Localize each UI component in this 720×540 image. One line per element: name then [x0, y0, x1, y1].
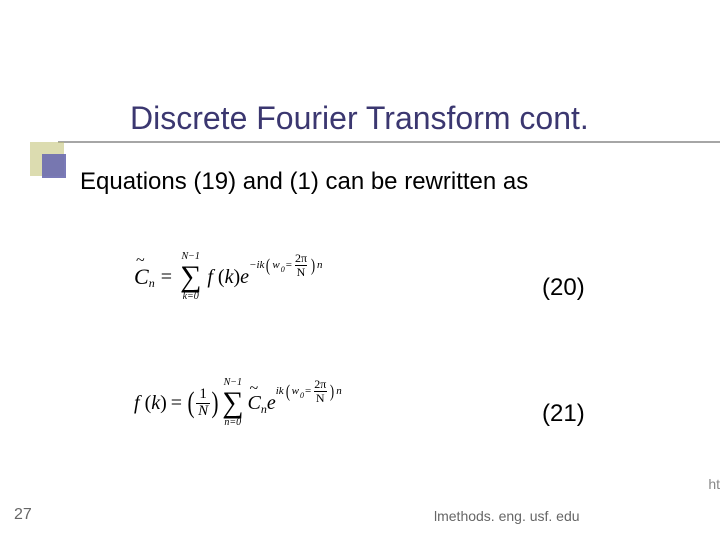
- eq-number-20: (20): [542, 274, 585, 302]
- sum-icon: N−1 ∑ k=0: [180, 252, 201, 302]
- slide-title: Discrete Fourier Transform cont.: [0, 100, 720, 143]
- equation-20: ~ C n = N−1 ∑ k=0 f (k) e −ik ( w 0 =: [134, 252, 414, 302]
- eq21-exponent: ik ( w 0 = 2π N ) n: [276, 378, 342, 404]
- eq20-e: e: [240, 266, 249, 289]
- page-number: 27: [14, 506, 32, 524]
- sum-icon: N−1 ∑ n=0: [222, 378, 243, 428]
- footer-url: lmethods. eng. usf. edu: [434, 508, 580, 524]
- footer-fragment: ht: [708, 476, 720, 492]
- eq20-exponent: −ik ( w 0 = 2π N ) n: [249, 252, 323, 278]
- slide: Discrete Fourier Transform cont. Equatio…: [0, 0, 720, 540]
- tilde-icon: ~: [249, 380, 258, 398]
- body-text: Equations (19) and (1) can be rewritten …: [80, 168, 528, 196]
- decor-square-inner: [42, 154, 66, 178]
- title-underline: [58, 141, 720, 143]
- eq20-Csub: n: [149, 276, 155, 291]
- title-block: Discrete Fourier Transform cont.: [0, 100, 720, 143]
- eq21-Csub: n: [261, 402, 267, 417]
- eq20-func: f: [207, 266, 213, 288]
- tilde-icon: ~: [136, 252, 145, 270]
- eq21-func: f: [134, 392, 140, 414]
- equation-21: f (k) = ( 1 N ) N−1 ∑ n=0 ~ C n e ik: [134, 378, 414, 428]
- eq-number-21: (21): [542, 400, 585, 428]
- eq21-e: e: [267, 392, 276, 415]
